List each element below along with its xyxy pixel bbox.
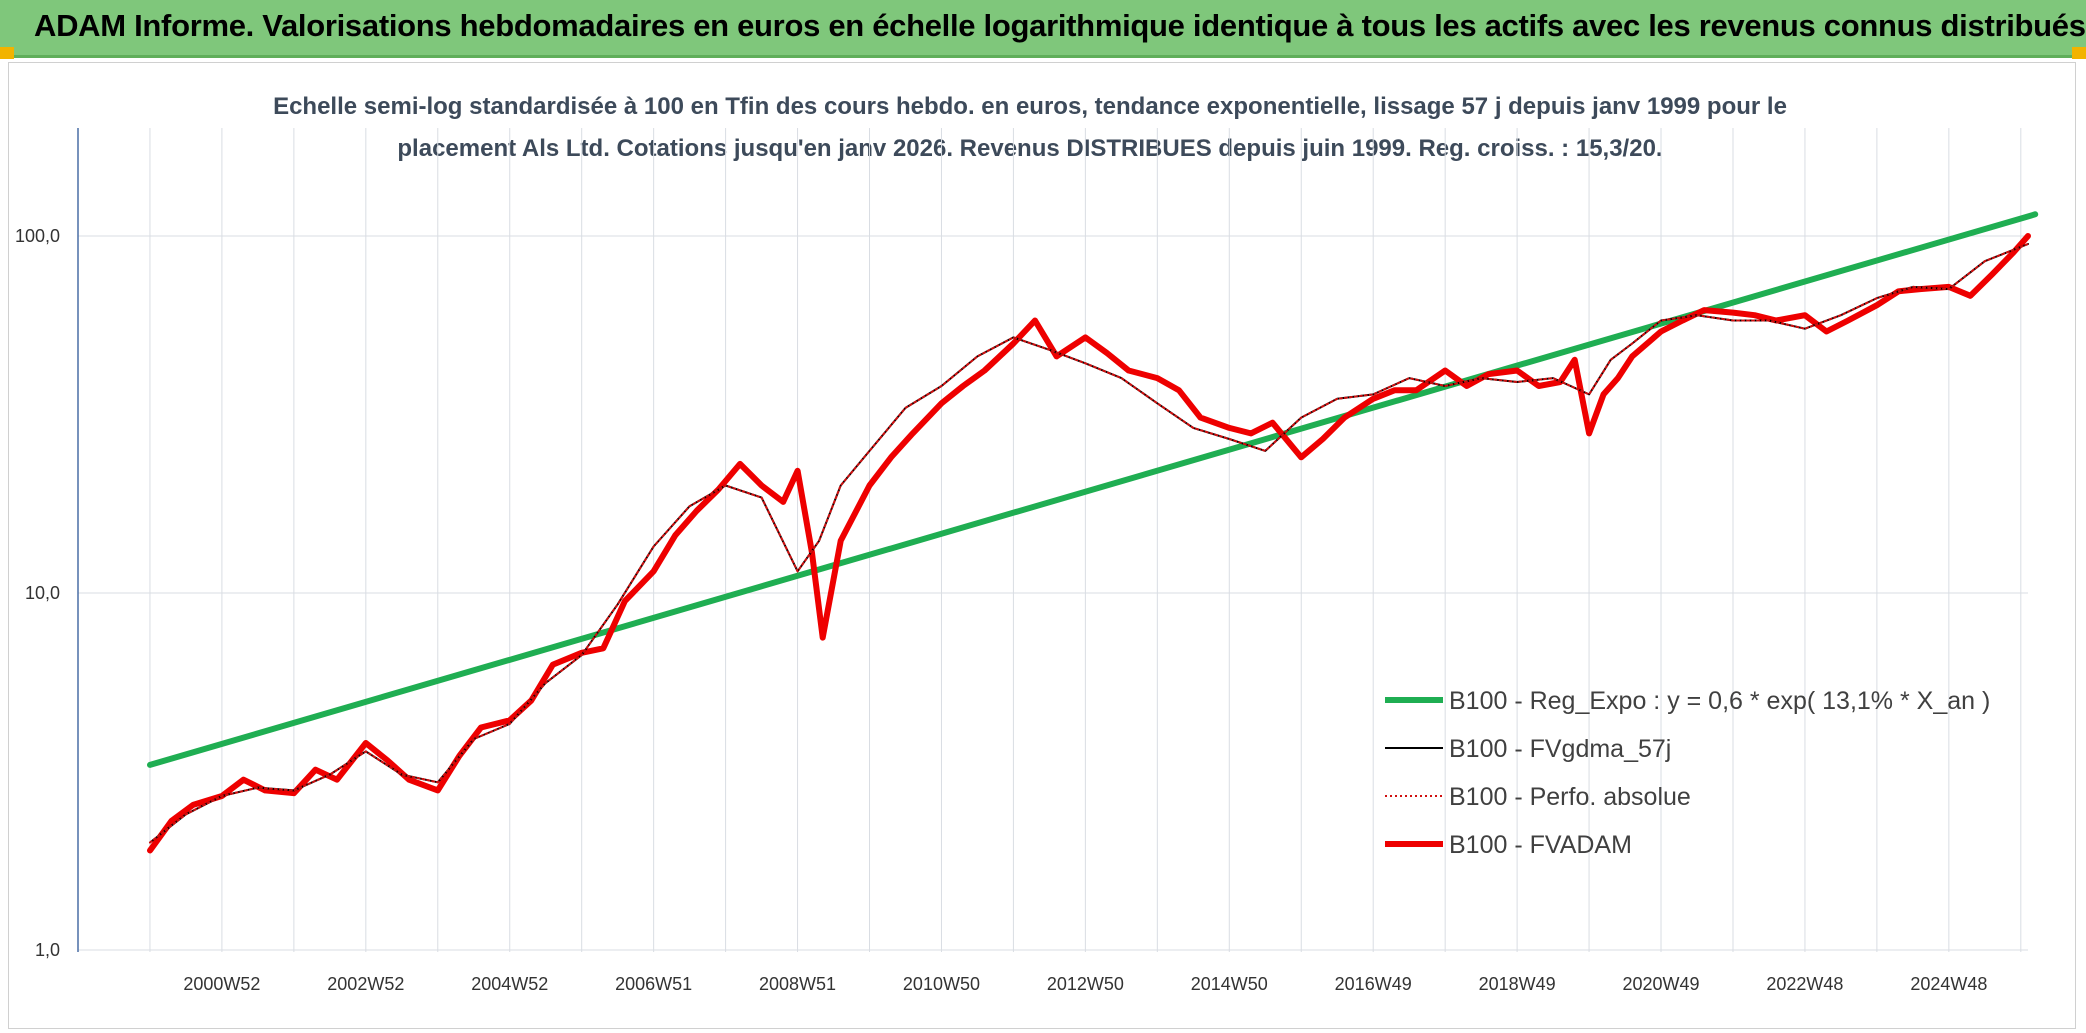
x-tick-label: 2016W49 (1335, 974, 1412, 994)
legend-label-1: B100 - Reg_Expo : y = 0,6 * exp( 13,1% *… (1449, 687, 1990, 715)
x-tick-label: 2004W52 (471, 974, 548, 994)
series-line-2 (149, 243, 2029, 844)
x-tick-label: 2008W51 (759, 974, 836, 994)
x-tick-label: 2014W50 (1191, 974, 1268, 994)
series-line-4 (147, 233, 2031, 854)
chart-subtitle-line1: Echelle semi-log standardisée à 100 en T… (273, 93, 1787, 120)
chart-subtitle: Echelle semi-log standardisée à 100 en T… (180, 86, 1880, 170)
x-tick-label: 2006W51 (615, 974, 692, 994)
x-tick-label: 2020W49 (1622, 974, 1699, 994)
legend-label-3: B100 - Perfo. absolue (1449, 783, 1691, 811)
y-tick-label: 1,0 (35, 940, 60, 960)
series-line-1 (147, 211, 2039, 768)
header-banner: ADAM Informe. Valorisations hebdomadaire… (0, 0, 2086, 58)
y-tick-label: 100,0 (15, 226, 60, 246)
x-tick-label: 2012W50 (1047, 974, 1124, 994)
series-line-3 (149, 243, 2029, 844)
x-tick-label: 2002W52 (327, 974, 404, 994)
x-tick-label: 2018W49 (1479, 974, 1556, 994)
x-tick-label: 2024W48 (1910, 974, 1987, 994)
x-tick-label: 2000W52 (183, 974, 260, 994)
chart-frame (8, 62, 2076, 1029)
legend-label-4: B100 - FVADAM (1449, 831, 1632, 859)
chart-subtitle-line2: placement Als Ltd. Cotations jusqu'en ja… (397, 135, 1663, 162)
legend-label-2: B100 - FVgdma_57j (1449, 735, 1671, 763)
page-title: ADAM Informe. Valorisations hebdomadaire… (34, 8, 2086, 43)
corner-marker-right (2072, 47, 2086, 59)
x-tick-label: 2010W50 (903, 974, 980, 994)
x-tick-label: 2022W48 (1766, 974, 1843, 994)
corner-marker-left (0, 47, 14, 59)
y-tick-label: 10,0 (25, 583, 60, 603)
